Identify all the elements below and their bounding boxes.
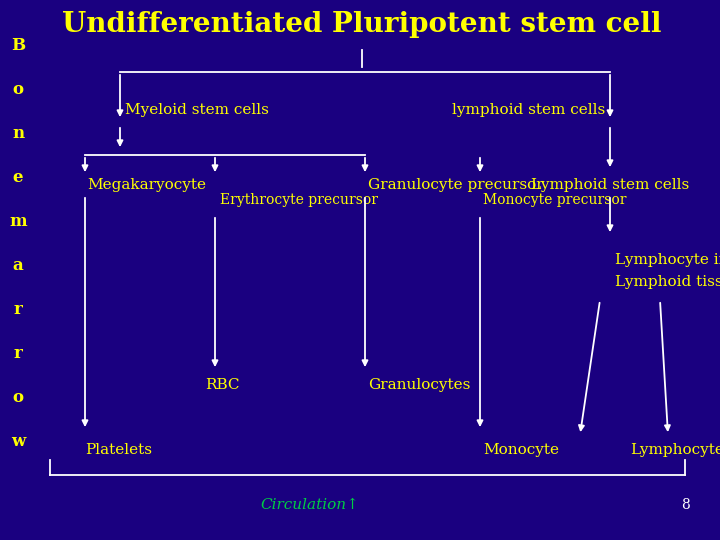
Text: o: o (12, 80, 24, 98)
Text: r: r (14, 345, 22, 361)
Text: 8: 8 (680, 498, 689, 512)
Text: n: n (12, 125, 24, 141)
Text: Lymphoid stem cells: Lymphoid stem cells (531, 178, 689, 192)
Text: r: r (14, 300, 22, 318)
Text: Granulocyte precursor: Granulocyte precursor (368, 178, 544, 192)
Text: Lymphoid tissue: Lymphoid tissue (615, 275, 720, 289)
Text: m: m (9, 213, 27, 230)
Text: lymphoid stem cells: lymphoid stem cells (451, 103, 605, 117)
Text: Undifferentiated Pluripotent stem cell: Undifferentiated Pluripotent stem cell (62, 11, 662, 38)
Text: Circulation↑: Circulation↑ (261, 498, 359, 512)
Text: Platelets: Platelets (85, 443, 152, 457)
Text: Monocyte precursor: Monocyte precursor (483, 193, 626, 207)
Text: Erythrocyte precursor: Erythrocyte precursor (220, 193, 378, 207)
Text: w: w (11, 433, 25, 449)
Text: B: B (11, 37, 25, 53)
Text: Megakaryocyte: Megakaryocyte (87, 178, 206, 192)
Text: RBC: RBC (205, 378, 240, 392)
Text: Granulocytes: Granulocytes (368, 378, 470, 392)
Text: a: a (13, 256, 23, 273)
Text: Lymphocyte in: Lymphocyte in (615, 253, 720, 267)
Text: e: e (13, 168, 23, 186)
Text: Monocyte: Monocyte (483, 443, 559, 457)
Text: Lymphocytes: Lymphocytes (630, 443, 720, 457)
Text: Myeloid stem cells: Myeloid stem cells (125, 103, 269, 117)
Text: o: o (12, 388, 24, 406)
